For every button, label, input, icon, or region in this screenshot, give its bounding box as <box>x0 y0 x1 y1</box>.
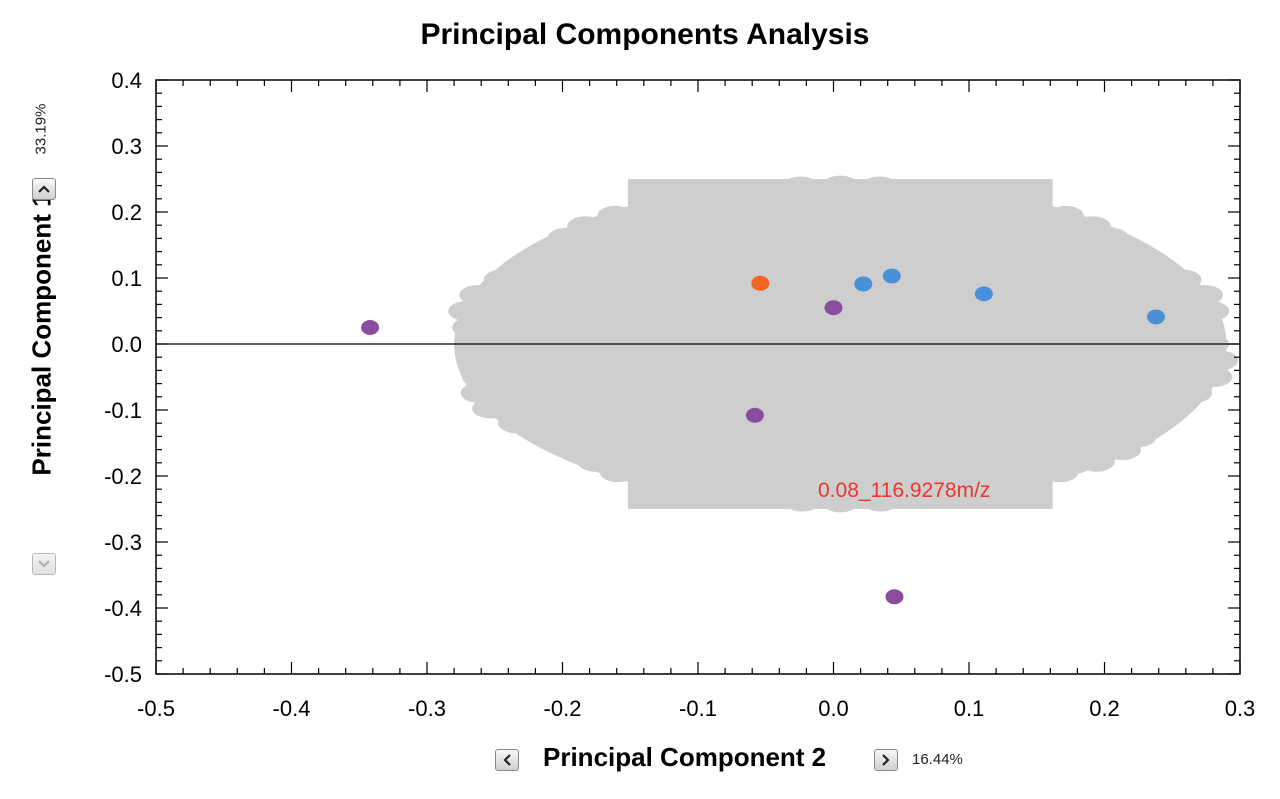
chart-title: Principal Components Analysis <box>420 18 870 51</box>
loading-label-mark <box>567 216 604 237</box>
loading-label-mark <box>1187 285 1224 306</box>
loading-label-mark <box>897 179 934 200</box>
y-axis-label-container: Principal Component 1 <box>22 192 62 475</box>
score-point <box>751 275 770 291</box>
score-point <box>745 407 764 423</box>
loading-label-mark <box>862 491 899 512</box>
loading-label-mark <box>1187 317 1224 338</box>
y-tick-label: -0.5 <box>104 662 142 687</box>
loading-label-mark <box>1165 269 1202 290</box>
axis-ticks <box>155 79 1241 675</box>
y-tick-label: -0.2 <box>104 464 142 489</box>
score-point <box>854 276 873 292</box>
y-tick-label: -0.4 <box>104 596 142 621</box>
loading-label-mark <box>630 471 667 492</box>
y-component-next-button[interactable] <box>32 178 56 200</box>
loading-label-mark <box>472 398 509 419</box>
x-tick-label: 0.3 <box>1225 696 1256 721</box>
loading-label-mark <box>498 413 535 434</box>
loading-label-mark <box>1136 254 1173 275</box>
loading-label-mark <box>935 484 972 505</box>
x-tick-labels: -0.5 -0.4 -0.3 -0.2 -0.1 0.0 0.1 0.2 0.3 <box>137 696 1255 721</box>
loading-label-mark <box>529 427 566 448</box>
loading-label-mark <box>782 176 819 197</box>
loading-label-mark <box>1078 451 1115 472</box>
loading-label-mark <box>745 179 782 200</box>
score-point <box>974 286 993 302</box>
loading-label-mark <box>711 183 748 204</box>
y-tick-label: -0.1 <box>104 398 142 423</box>
loading-label-mark <box>1047 205 1084 226</box>
x-axis-label: Principal Component 2 <box>543 742 827 772</box>
loading-label-mark <box>709 484 746 505</box>
chevron-right-icon <box>882 754 890 766</box>
y-variance-container: 33.19% <box>26 94 56 164</box>
loading-label-mark <box>510 254 547 275</box>
loading-label-mark <box>967 478 1004 499</box>
x-component-next-button[interactable] <box>874 749 898 771</box>
loading-label-mark <box>669 478 706 499</box>
loading-label-mark <box>459 285 496 306</box>
loading-label-mark <box>784 491 821 512</box>
chevron-left-icon <box>503 754 511 766</box>
scores-layer <box>361 268 1165 605</box>
score-point <box>885 589 904 605</box>
loading-label-mark <box>861 176 898 197</box>
y-tick-label: 0.1 <box>111 266 142 291</box>
loading-label-mark <box>448 301 485 322</box>
loading-label-mark <box>465 350 502 371</box>
loading-label-mark <box>1011 196 1048 217</box>
y-tick-labels: 0.4 0.3 0.2 0.1 0.0 -0.1 -0.2 -0.3 -0.4 -0.5 <box>104 68 142 687</box>
loading-label-mark <box>822 492 859 513</box>
x-tick-label: -0.4 <box>273 696 311 721</box>
highlighted-loading-label[interactable]: 0.08_116.9278m/z <box>818 479 991 502</box>
chevron-up-icon <box>38 185 50 193</box>
loading-label-mark <box>597 205 634 226</box>
loading-label-mark <box>1193 301 1230 322</box>
x-tick-label: -0.5 <box>137 696 175 721</box>
loading-label-mark <box>1042 462 1079 483</box>
loading-label-mark <box>747 488 784 509</box>
loading-label-mark <box>462 366 499 387</box>
x-component-prev-button[interactable] <box>495 749 519 771</box>
x-tick-label: 0.0 <box>818 696 849 721</box>
loading-label-mark <box>822 175 859 196</box>
loading-label-mark <box>635 196 672 217</box>
loading-label-mark <box>483 269 520 290</box>
loading-label-mark <box>675 189 712 210</box>
score-point <box>824 300 843 316</box>
score-point <box>361 320 380 335</box>
loading-label-mark <box>1151 398 1188 419</box>
y-axis-label: Principal Component 1 <box>26 192 57 476</box>
score-point <box>882 268 901 284</box>
loading-label-mark <box>932 183 969 204</box>
x-tick-label: 0.2 <box>1089 696 1120 721</box>
y-tick-label: -0.3 <box>104 530 142 555</box>
y-variance-label: 33.19% <box>32 103 50 155</box>
x-tick-label: -0.2 <box>544 696 582 721</box>
loading-label-mark <box>1201 350 1238 371</box>
x-tick-label: -0.1 <box>679 696 717 721</box>
y-tick-label: 0.0 <box>111 332 142 357</box>
y-tick-label: 0.3 <box>111 134 142 159</box>
chevron-down-icon <box>38 560 50 568</box>
loading-label-mark <box>1104 439 1141 460</box>
y-tick-label: 0.4 <box>111 68 142 93</box>
loading-label-mark <box>1175 382 1212 403</box>
loading-label-mark <box>1196 366 1233 387</box>
x-tick-label: -0.3 <box>408 696 446 721</box>
loading-label-mark <box>900 488 937 509</box>
x-variance-label: 16.44% <box>912 751 963 768</box>
loading-label-mark <box>1003 471 1040 492</box>
score-point <box>1146 309 1165 325</box>
loading-label-mark <box>556 439 593 460</box>
y-tick-label: 0.2 <box>111 200 142 225</box>
loading-label-mark <box>1111 240 1148 261</box>
loading-label-mark <box>452 317 489 338</box>
loading-label-mark <box>970 189 1007 210</box>
loading-label-mark <box>460 382 497 403</box>
x-tick-label: 0.1 <box>954 696 985 721</box>
y-component-prev-button[interactable] <box>32 553 56 575</box>
